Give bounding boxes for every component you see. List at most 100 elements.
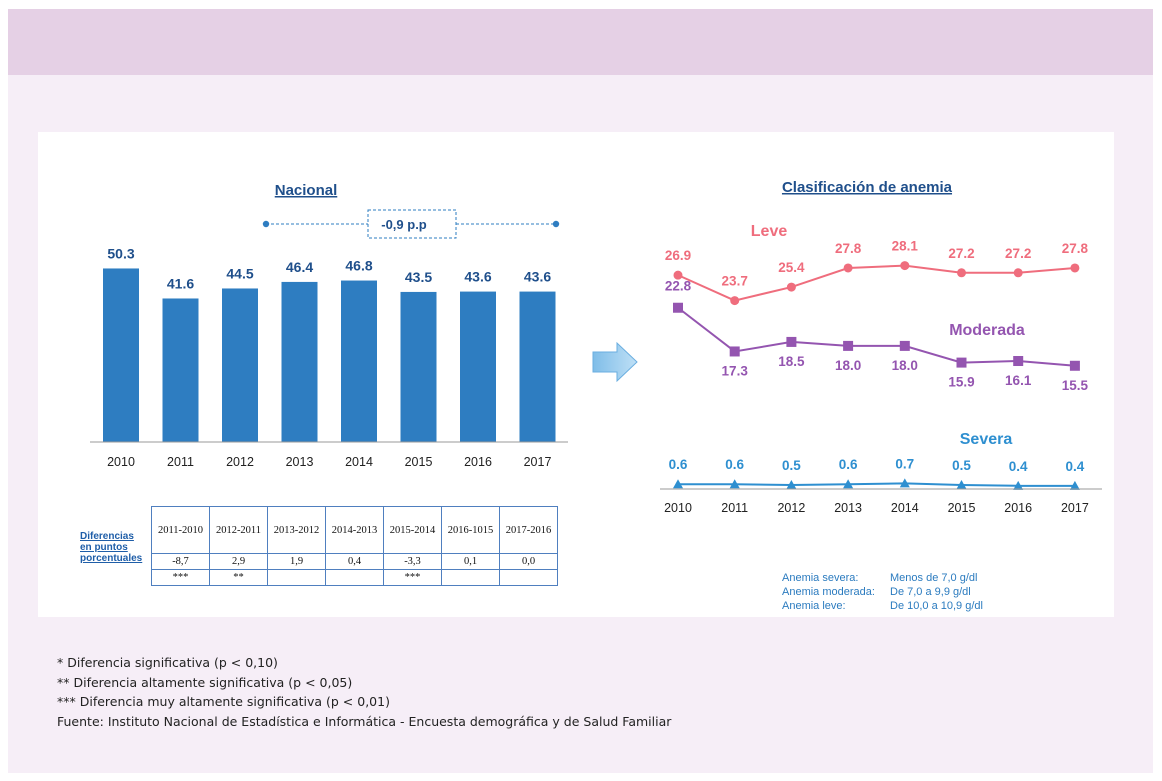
diff-row-label-line: Diferencias bbox=[80, 531, 134, 542]
series-value-label: 0.5 bbox=[782, 458, 801, 473]
series-value-label: 27.8 bbox=[1062, 241, 1089, 256]
series-value-label: 16.1 bbox=[1005, 373, 1032, 388]
series-value-label: 0.7 bbox=[895, 456, 914, 471]
series-value-label: 15.5 bbox=[1062, 378, 1089, 393]
series-line-moderada bbox=[677, 306, 1075, 367]
line-x-tick-label: 2010 bbox=[664, 501, 692, 515]
table-significance-cell bbox=[499, 569, 558, 586]
severa-point bbox=[673, 479, 683, 489]
severa-point bbox=[899, 478, 910, 488]
moderada-point bbox=[843, 340, 854, 351]
table-significance-cell bbox=[267, 569, 326, 586]
arrow-icon bbox=[592, 341, 638, 383]
table-significance-cell: *** bbox=[383, 569, 442, 586]
leve-point bbox=[786, 282, 796, 292]
diff-row-label: Diferencias en puntos porcentuales bbox=[80, 531, 142, 564]
leve-point bbox=[900, 261, 910, 271]
series-value-label: 27.8 bbox=[835, 241, 862, 256]
table-significance-cell: ** bbox=[209, 569, 268, 586]
series-value-label: 27.2 bbox=[948, 246, 974, 261]
table-value-cell: 0,4 bbox=[325, 553, 384, 570]
series-value-label: 25.4 bbox=[778, 260, 805, 275]
diff-row-label-line: en puntos bbox=[80, 542, 128, 553]
series-value-label: 18.0 bbox=[835, 358, 861, 373]
leve-point bbox=[730, 296, 740, 306]
series-value-label: 0.5 bbox=[952, 458, 971, 473]
table-value-cell: 0,0 bbox=[499, 553, 558, 570]
series-value-label: 15.9 bbox=[948, 375, 974, 390]
table-value-cell: 2,9 bbox=[209, 553, 268, 570]
series-value-label: 0.6 bbox=[669, 457, 688, 472]
legend-row: Anemia leve: De 10,0 a 10,9 g/dl bbox=[782, 599, 983, 613]
bar-x-tick-label: 2017 bbox=[524, 455, 552, 469]
series-value-label: 0.4 bbox=[1009, 459, 1028, 474]
moderada-point bbox=[956, 357, 967, 368]
legend-value: Menos de 7,0 g/dl bbox=[890, 572, 978, 584]
bar-value-label: 41.6 bbox=[167, 275, 194, 291]
series-label-leve: Leve bbox=[751, 223, 788, 240]
header-band bbox=[8, 9, 1153, 75]
legend-value: De 10,0 a 10,9 g/dl bbox=[890, 600, 983, 612]
table-header-cell: 2014-2013 bbox=[325, 506, 384, 554]
series-value-label: 28.1 bbox=[892, 239, 919, 254]
bar-chart-title: Nacional bbox=[275, 182, 338, 199]
series-value-label: 18.0 bbox=[892, 358, 918, 373]
severa-point bbox=[956, 480, 967, 490]
table-significance-cell: *** bbox=[151, 569, 210, 586]
footnote: ** Diferencia altamente significativa (p… bbox=[57, 674, 353, 690]
footnote: * Diferencia significativa (p < 0,10) bbox=[57, 655, 278, 670]
line-x-tick-label: 2017 bbox=[1061, 501, 1089, 515]
legend-key: Anemia moderada: bbox=[782, 586, 875, 598]
series-line-leve bbox=[677, 264, 1075, 302]
severa-point bbox=[1013, 480, 1024, 490]
table-header-cell: 2011-2010 bbox=[151, 506, 210, 554]
line-x-tick-label: 2016 bbox=[1004, 501, 1032, 515]
series-value-label: 18.5 bbox=[778, 354, 805, 369]
series-value-label: 27.2 bbox=[1005, 246, 1031, 261]
bar-2010 bbox=[103, 268, 139, 442]
series-label-moderada: Moderada bbox=[949, 322, 1025, 339]
bar-x-tick-label: 2015 bbox=[405, 455, 433, 469]
bar-x-tick-label: 2013 bbox=[286, 455, 314, 469]
bar-value-label: 43.6 bbox=[464, 269, 491, 285]
series-value-label: 26.9 bbox=[665, 248, 691, 263]
table-header-cell: 2017-2016 bbox=[499, 506, 558, 554]
bar-2016 bbox=[460, 291, 496, 442]
legend-key: Anemia severa: bbox=[782, 572, 859, 584]
moderada-point bbox=[899, 340, 910, 351]
bar-x-tick-label: 2010 bbox=[107, 455, 135, 469]
table-significance-cell bbox=[441, 569, 500, 586]
bar-2017 bbox=[519, 291, 556, 442]
leve-point bbox=[1070, 263, 1080, 273]
footnotes: * Diferencia significativa (p < 0,10) **… bbox=[57, 653, 671, 731]
bar-value-label: 46.4 bbox=[286, 259, 313, 275]
differences-table: 2011-2010 2012-2011 2013-2012 2014-2013 2015… bbox=[151, 506, 558, 586]
bar-value-label: 44.5 bbox=[226, 265, 253, 281]
line-x-tick-label: 2012 bbox=[777, 501, 805, 515]
table-value-cell: 1,9 bbox=[267, 553, 326, 570]
leve-point bbox=[1013, 268, 1023, 278]
series-value-label: 0.6 bbox=[725, 457, 744, 472]
table-significance-cell bbox=[325, 569, 384, 586]
table-header-cell: 2015-2014 bbox=[383, 506, 442, 554]
table-header-cell: 2016-1015 bbox=[441, 506, 500, 554]
line-x-tick-label: 2013 bbox=[834, 501, 862, 515]
table-header-cell: 2013-2012 bbox=[267, 506, 326, 554]
severa-point bbox=[729, 479, 740, 489]
change-annotation-label: -0,9 p.p bbox=[381, 217, 427, 232]
anemia-legend: Anemia severa: Menos de 7,0 g/dl Anemia m… bbox=[782, 571, 983, 613]
source-note: Fuente: Instituto Nacional de Estadístic… bbox=[57, 713, 672, 729]
bar-value-label: 43.5 bbox=[405, 269, 432, 285]
line-x-tick-label: 2015 bbox=[948, 501, 976, 515]
bar-2012 bbox=[222, 288, 258, 442]
legend-value: De 7,0 a 9,9 g/dl bbox=[890, 586, 971, 598]
table-value-cell: 0,1 bbox=[441, 553, 500, 570]
series-value-label: 22.8 bbox=[665, 279, 692, 294]
series-value-label: 17.3 bbox=[722, 363, 749, 378]
moderada-point bbox=[786, 336, 797, 347]
table-header-cell: 2012-2011 bbox=[209, 506, 268, 554]
legend-row: Anemia moderada: De 7,0 a 9,9 g/dl bbox=[782, 585, 983, 599]
bar-x-tick-label: 2011 bbox=[167, 455, 194, 469]
bar-value-label: 50.3 bbox=[107, 245, 134, 261]
legend-row: Anemia severa: Menos de 7,0 g/dl bbox=[782, 571, 983, 585]
